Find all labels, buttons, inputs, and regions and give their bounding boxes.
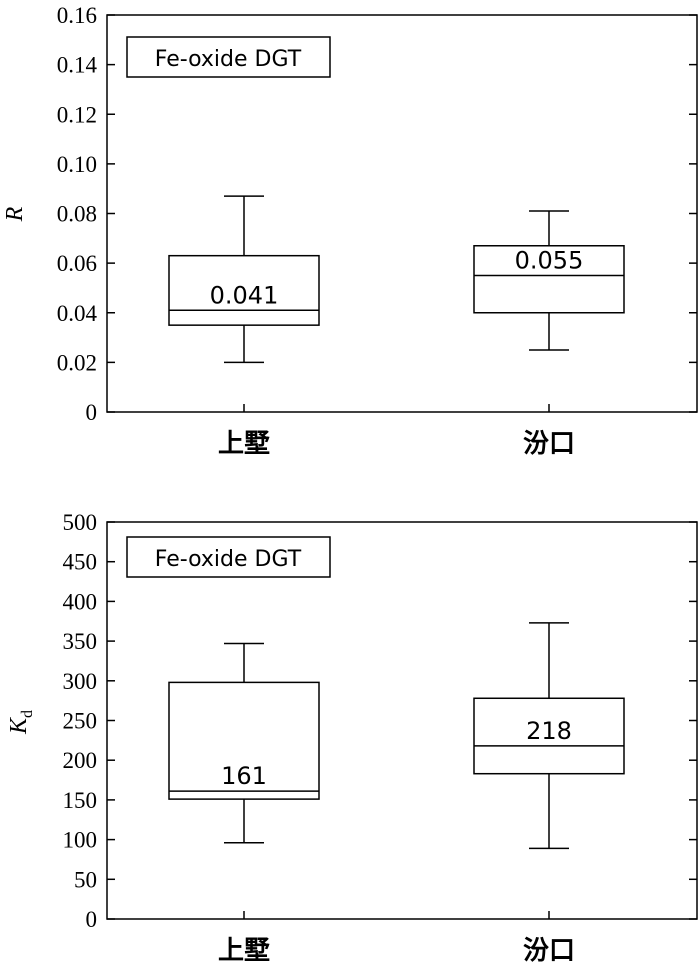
legend-box xyxy=(126,536,331,578)
panel-top-r: 00.020.040.060.080.100.120.140.16 0.0410… xyxy=(2,3,698,459)
x-tick-label: 上墅 xyxy=(218,429,270,459)
y-tick-label: 450 xyxy=(63,550,98,575)
panel-bottom-kd: 0 50 100 150 200 250 300 350 400 450 500 161 218 上墅… xyxy=(6,510,698,964)
y-axis-label-main: K xyxy=(6,716,32,735)
x-tick-label: 汾口 xyxy=(523,936,575,964)
y-axis-label: R xyxy=(2,206,28,222)
legend-label: Fe-oxide DGT xyxy=(155,547,302,572)
y-tick-label: 0.04 xyxy=(57,301,98,326)
y-tick-label: 50 xyxy=(74,867,97,892)
x-axis-tick-labels: 上墅 汾口 xyxy=(218,911,575,964)
box-iqr xyxy=(168,681,320,800)
y-tick-label: 0 xyxy=(86,907,98,932)
y-tick-label: 0.06 xyxy=(57,251,97,276)
median-label: 161 xyxy=(221,762,267,790)
y-axis-label-subscript: d xyxy=(19,710,36,718)
x-axis-tick-labels: 上墅 汾口 xyxy=(218,404,575,459)
y-axis-ticks: 0 0.02 0.04 0.06 0.08 0.10 0.12 0.14 0.16 xyxy=(57,3,697,425)
y-tick-label: 500 xyxy=(63,510,98,535)
y-tick-label: 0.10 xyxy=(57,152,97,177)
y-tick-label: 0.08 xyxy=(57,202,97,227)
y-tick-label: 0.16 xyxy=(57,3,97,28)
box-iqr xyxy=(168,254,320,326)
legend: Fe-oxide DGT xyxy=(126,536,331,578)
box-iqr xyxy=(473,697,625,775)
x-tick-label: 汾口 xyxy=(523,429,575,459)
y-tick-label: 350 xyxy=(63,629,98,654)
median-label: 0.055 xyxy=(515,247,584,275)
box-series: 161 218 xyxy=(168,622,625,850)
y-axis-ticks: 0 50 100 150 200 250 300 350 400 450 500 xyxy=(63,510,697,932)
box-iqr xyxy=(473,245,625,314)
y-tick-label: 300 xyxy=(63,669,98,694)
x-tick-label: 上墅 xyxy=(218,936,270,964)
y-tick-label: 200 xyxy=(63,748,98,773)
y-tick-label: 0.12 xyxy=(57,102,97,127)
legend-label: Fe-oxide DGT xyxy=(155,47,302,72)
y-tick-label: 0.02 xyxy=(57,350,97,375)
legend-box xyxy=(126,36,331,78)
y-tick-label: 150 xyxy=(63,788,98,813)
y-tick-label: 400 xyxy=(63,589,98,614)
y-tick-label: 250 xyxy=(63,709,98,734)
median-label: 218 xyxy=(526,717,572,745)
y-tick-label: 0 xyxy=(86,400,98,425)
y-tick-label: 0.14 xyxy=(57,53,98,78)
legend: Fe-oxide DGT xyxy=(126,36,331,78)
y-tick-label: 100 xyxy=(63,828,98,853)
y-axis-label: Kd xyxy=(6,710,36,735)
median-label: 0.041 xyxy=(210,281,279,309)
box-series: 0.041 0.055 xyxy=(168,195,625,364)
